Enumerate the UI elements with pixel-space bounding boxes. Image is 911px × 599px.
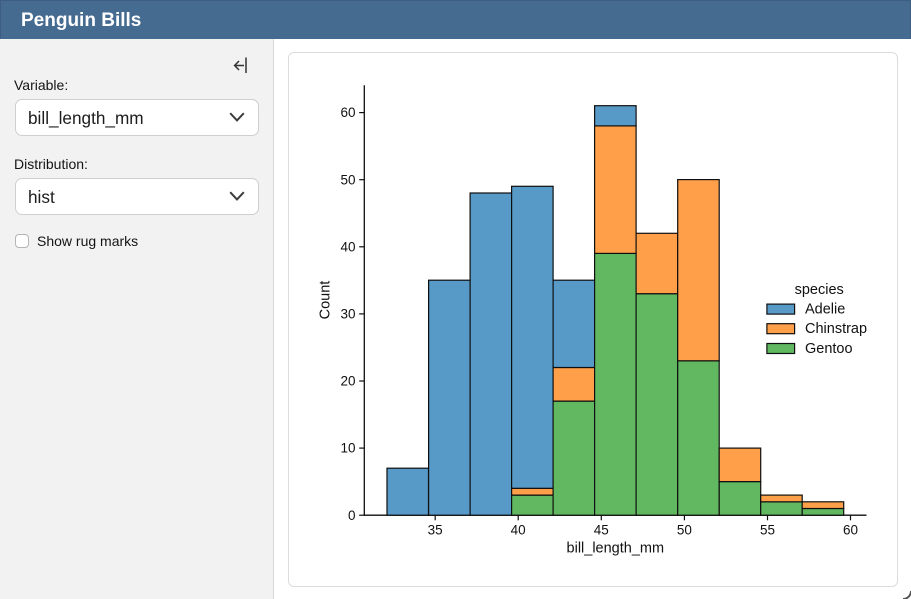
svg-text:55: 55 xyxy=(760,522,775,537)
svg-text:60: 60 xyxy=(340,105,355,120)
svg-text:bill_length_mm: bill_length_mm xyxy=(567,541,665,557)
svg-text:50: 50 xyxy=(677,522,692,537)
svg-text:10: 10 xyxy=(340,441,355,456)
svg-text:species: species xyxy=(795,282,844,298)
svg-text:60: 60 xyxy=(843,522,858,537)
svg-text:0: 0 xyxy=(348,508,356,523)
svg-text:35: 35 xyxy=(428,522,443,537)
svg-text:50: 50 xyxy=(340,172,355,187)
svg-text:Adelie: Adelie xyxy=(805,302,845,318)
svg-text:20: 20 xyxy=(340,374,355,389)
svg-text:Count: Count xyxy=(317,281,333,320)
svg-text:30: 30 xyxy=(340,307,355,322)
svg-text:Chinstrap: Chinstrap xyxy=(805,321,867,337)
svg-text:40: 40 xyxy=(511,522,526,537)
svg-text:45: 45 xyxy=(594,522,609,537)
svg-text:40: 40 xyxy=(340,239,355,254)
svg-text:Gentoo: Gentoo xyxy=(805,341,853,357)
